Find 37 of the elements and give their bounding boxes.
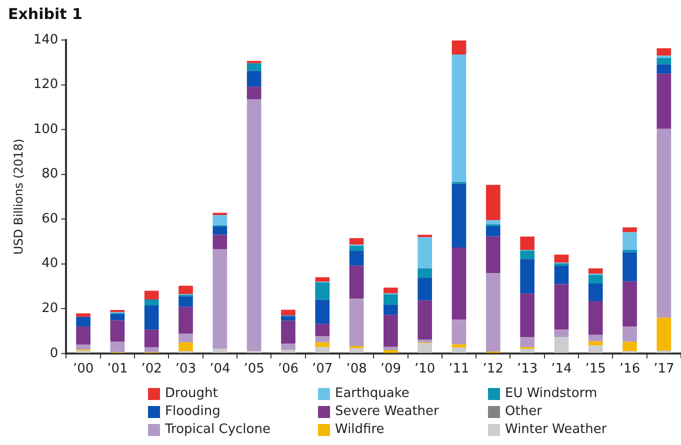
x-tick-label: ’01 xyxy=(107,362,128,377)
x-tick-label: ’10 xyxy=(414,362,436,377)
y-tick-label: 60 xyxy=(42,211,58,226)
x-tick-label: ’09 xyxy=(380,362,402,377)
legend-label: Wildfire xyxy=(335,422,384,437)
x-tick-label: ’04 xyxy=(210,362,230,377)
y-tick-label: 40 xyxy=(42,256,58,272)
legend-label: Drought xyxy=(165,386,218,401)
x-tick-label: ’13 xyxy=(516,362,538,377)
x-tick-label: ’06 xyxy=(278,362,299,377)
x-tick-label: ’03 xyxy=(175,362,196,377)
legend-label: Tropical Cyclone xyxy=(165,422,270,437)
legend-label: Flooding xyxy=(165,404,220,419)
y-axis-title: USD Billions (2018) xyxy=(11,138,26,255)
x-tick-label: ’14 xyxy=(551,362,572,377)
y-tick-label: 140 xyxy=(33,32,58,48)
x-tick-label: ’08 xyxy=(346,362,367,377)
legend-label: Severe Weather xyxy=(335,404,439,419)
x-tick-label: ’02 xyxy=(141,362,162,377)
x-tick-label: ’17 xyxy=(654,362,674,377)
legend-label: Winter Weather xyxy=(505,422,607,437)
legend-label: Earthquake xyxy=(335,386,410,401)
x-tick-label: ’16 xyxy=(619,362,640,377)
legend-label: Other xyxy=(505,404,542,419)
x-tick-label: ’00 xyxy=(72,362,94,377)
y-tick-label: 100 xyxy=(33,122,58,137)
x-tick-label: ’11 xyxy=(448,362,470,377)
legend-label: EU Windstorm xyxy=(505,386,598,401)
chart-title: Exhibit 1 xyxy=(8,4,82,23)
x-tick-label: ’05 xyxy=(244,362,264,377)
y-tick-label: 0 xyxy=(50,346,58,361)
y-tick-label: 20 xyxy=(42,301,58,316)
y-tick-label: 80 xyxy=(42,166,58,182)
x-tick-label: ’12 xyxy=(482,362,504,377)
x-tick-label: ’15 xyxy=(585,362,606,377)
y-tick-label: 120 xyxy=(33,77,58,92)
x-tick-label: ’07 xyxy=(312,362,333,377)
